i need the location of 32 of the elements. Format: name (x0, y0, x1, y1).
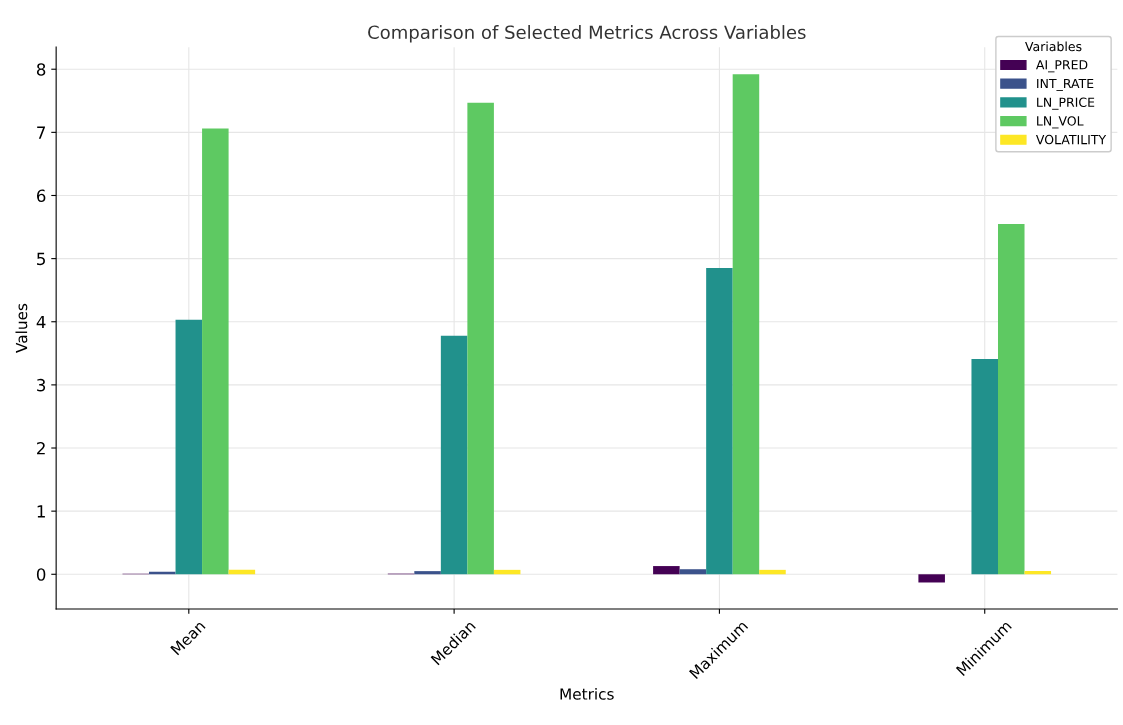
y-tick-label: 3 (37, 378, 46, 392)
y-axis-title: Values (15, 303, 28, 353)
legend-label: INT_RATE (1037, 78, 1094, 92)
bar (918, 574, 945, 583)
chart-title: Comparison of Selected Metrics Across Variables (368, 25, 806, 43)
bar (706, 268, 733, 575)
bar (732, 74, 760, 575)
legend-label: LN_VOL (1037, 116, 1084, 129)
bar (175, 319, 203, 575)
y-tick-label: 2 (37, 441, 45, 455)
legend-label: LN_PRICE (1037, 97, 1095, 110)
bar (202, 128, 229, 575)
bar (414, 571, 441, 575)
bar (1024, 571, 1052, 575)
y-tick-label: 0 (36, 568, 46, 581)
bar (759, 569, 786, 575)
legend-title: Variables (1025, 41, 1082, 52)
y-tick-label: 8 (36, 63, 46, 76)
y-tick-label: 7 (37, 126, 45, 139)
y-tick-label: 4 (36, 315, 46, 329)
bar (998, 223, 1025, 575)
bar (971, 359, 998, 575)
y-tick-label: 5 (37, 252, 45, 266)
y-tick-label: 1 (37, 505, 45, 518)
legend-label: VOLATILITY (1035, 134, 1107, 145)
bar (653, 566, 680, 575)
bar (467, 102, 494, 575)
bar (440, 335, 468, 575)
legend-label: AI_PRED (1035, 60, 1088, 73)
bar (679, 569, 707, 575)
x-axis-title: Metrics (560, 687, 614, 700)
y-tick-label: 6 (36, 189, 46, 203)
